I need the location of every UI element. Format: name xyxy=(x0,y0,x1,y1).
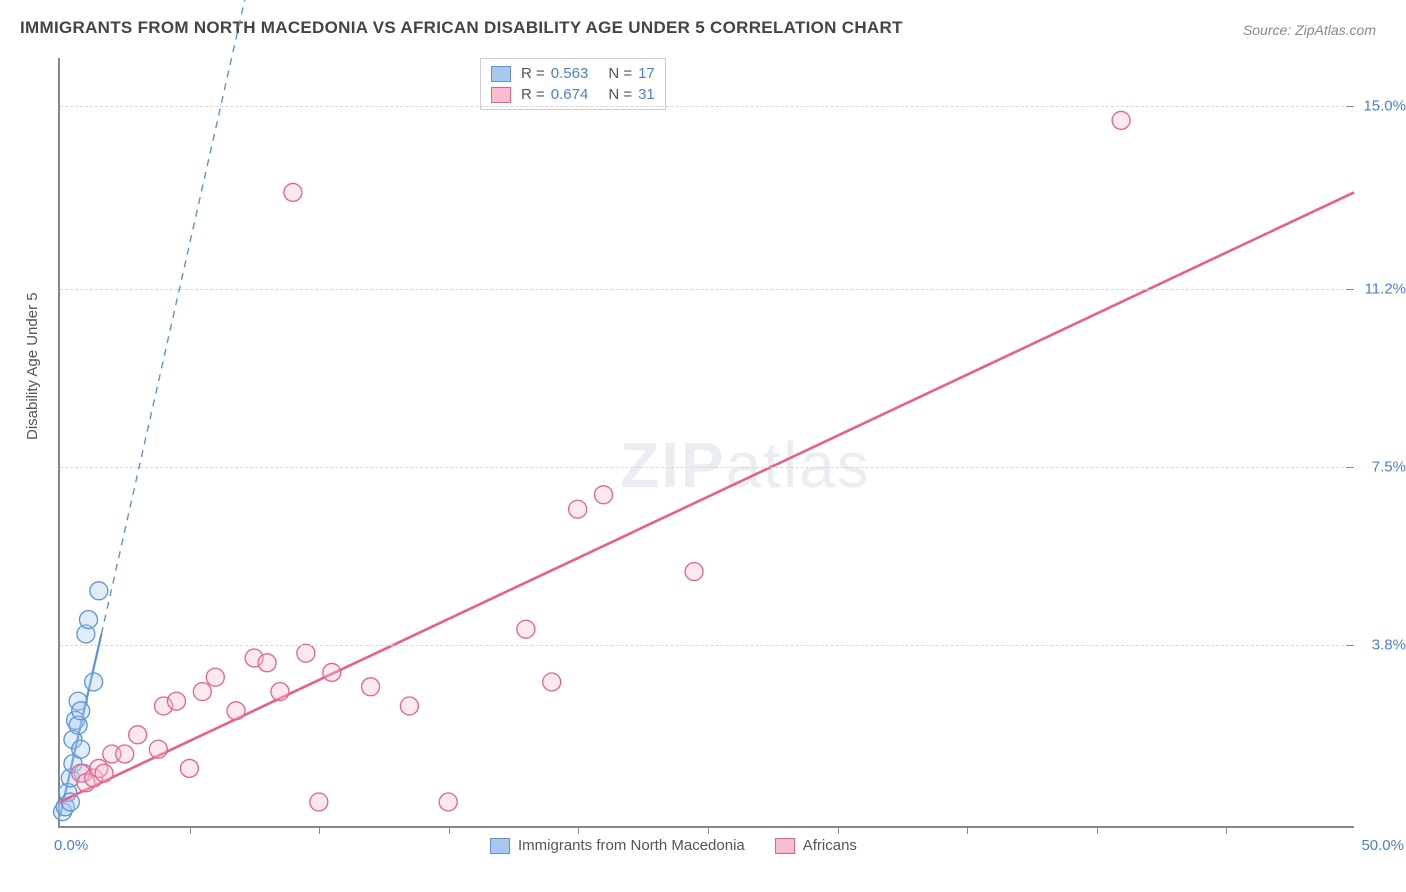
data-point xyxy=(95,764,113,782)
r-label: R = xyxy=(521,86,545,103)
data-point xyxy=(167,692,185,710)
y-tick-mark xyxy=(1346,106,1354,107)
r-label: R = xyxy=(521,65,545,82)
data-point xyxy=(258,654,276,672)
data-point xyxy=(116,745,134,763)
r-value: 0.674 xyxy=(551,86,589,103)
x-tick-mark xyxy=(190,826,191,834)
trend-line xyxy=(60,192,1354,802)
x-tick-mark xyxy=(967,826,968,834)
data-point xyxy=(271,683,289,701)
plot-area: ZIPatlas R =0.563N =17R =0.674N =31 0.0%… xyxy=(58,58,1354,828)
data-point xyxy=(297,644,315,662)
data-point xyxy=(149,740,167,758)
legend-swatch xyxy=(490,838,510,854)
legend-item: Immigrants from North Macedonia xyxy=(490,837,745,854)
data-point xyxy=(90,582,108,600)
series-legend: Immigrants from North Macedonia Africans xyxy=(490,837,857,854)
correlation-legend: R = 0.563 N = 17 R = 0.674 N = 31 xyxy=(480,58,666,110)
data-point xyxy=(439,793,457,811)
x-tick-mark xyxy=(578,826,579,834)
data-point xyxy=(79,611,97,629)
data-point xyxy=(310,793,328,811)
gridline xyxy=(60,467,1354,468)
x-tick-mark xyxy=(1097,826,1098,834)
data-point xyxy=(129,726,147,744)
data-point xyxy=(193,683,211,701)
n-label: N = xyxy=(608,86,632,103)
data-point xyxy=(1112,111,1130,129)
gridline xyxy=(60,289,1354,290)
x-origin-label: 0.0% xyxy=(54,837,88,854)
y-tick-label: 3.8% xyxy=(1372,637,1406,654)
n-value: 31 xyxy=(638,86,655,103)
data-point xyxy=(543,673,561,691)
r-value: 0.563 xyxy=(551,65,589,82)
y-tick-mark xyxy=(1346,467,1354,468)
y-tick-label: 11.2% xyxy=(1365,281,1406,298)
n-label: N = xyxy=(608,65,632,82)
x-tick-mark xyxy=(838,826,839,834)
chart-svg xyxy=(60,58,1354,826)
x-tick-mark xyxy=(449,826,450,834)
chart-title: IMMIGRANTS FROM NORTH MACEDONIA VS AFRIC… xyxy=(20,18,903,38)
data-point xyxy=(362,678,380,696)
data-point xyxy=(72,740,90,758)
gridline xyxy=(60,106,1354,107)
legend-swatch xyxy=(491,87,511,103)
x-max-label: 50.0% xyxy=(1361,837,1404,854)
legend-item: Africans xyxy=(775,837,857,854)
x-tick-mark xyxy=(319,826,320,834)
y-tick-mark xyxy=(1346,289,1354,290)
trend-line-extrapolated xyxy=(101,0,383,634)
y-tick-label: 7.5% xyxy=(1372,459,1406,476)
source-attribution: Source: ZipAtlas.com xyxy=(1243,22,1376,38)
legend-row: R = 0.563 N = 17 xyxy=(491,63,655,84)
legend-row: R = 0.674 N = 31 xyxy=(491,84,655,105)
data-point xyxy=(594,486,612,504)
data-point xyxy=(685,563,703,581)
data-point xyxy=(180,759,198,777)
x-tick-mark xyxy=(708,826,709,834)
legend-label: Immigrants from North Macedonia xyxy=(518,837,745,854)
data-point xyxy=(323,663,341,681)
n-value: 17 xyxy=(638,65,655,82)
legend-swatch xyxy=(491,66,511,82)
data-point xyxy=(517,620,535,638)
data-point xyxy=(400,697,418,715)
data-point xyxy=(227,702,245,720)
y-axis-label: Disability Age Under 5 xyxy=(24,292,41,440)
data-point xyxy=(284,183,302,201)
data-point xyxy=(85,673,103,691)
legend-swatch xyxy=(775,838,795,854)
data-point xyxy=(569,500,587,518)
y-tick-mark xyxy=(1346,645,1354,646)
data-point xyxy=(206,668,224,686)
legend-label: Africans xyxy=(803,837,857,854)
data-point xyxy=(72,702,90,720)
x-tick-mark xyxy=(1226,826,1227,834)
gridline xyxy=(60,645,1354,646)
y-tick-label: 15.0% xyxy=(1363,98,1406,115)
